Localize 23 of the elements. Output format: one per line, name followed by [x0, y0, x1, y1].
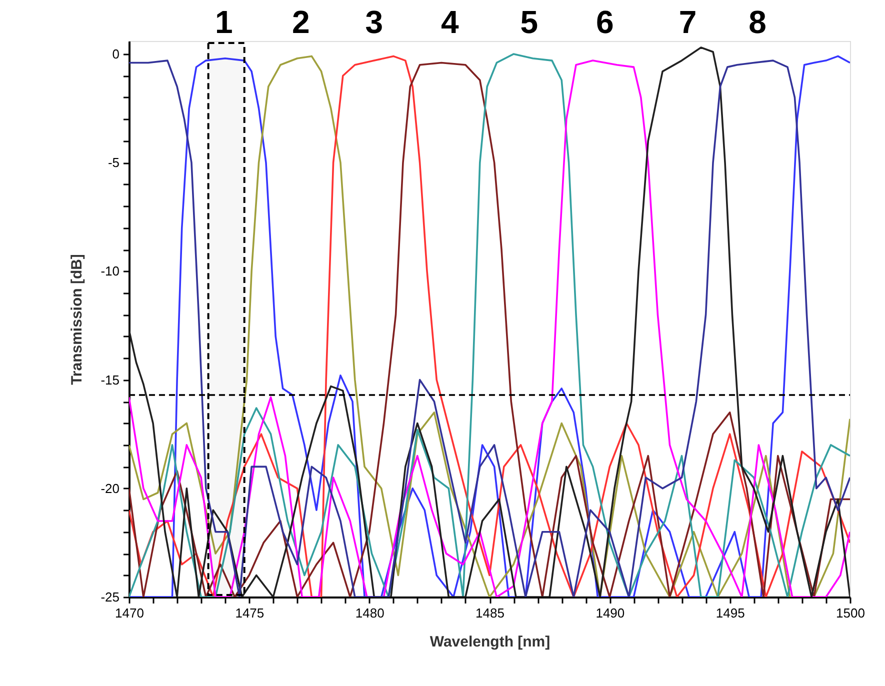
y-tick-label: -5 — [108, 155, 120, 170]
text: 6 — [596, 4, 614, 40]
x-tick-label: 1475 — [235, 606, 264, 620]
x-tick-label: 1480 — [355, 606, 384, 620]
text: 1 — [215, 4, 233, 40]
text: 4 — [440, 4, 459, 40]
x-tick-label: 1490 — [596, 606, 625, 620]
y-tick-label: 0 — [112, 46, 120, 62]
y-axis-title: Transmission [dB] — [68, 254, 86, 385]
y-tick-label: -20 — [100, 480, 120, 496]
y-tick-label: -25 — [100, 590, 120, 604]
text: 8 — [748, 4, 766, 40]
x-tick-label: 1470 — [115, 606, 144, 620]
text: 5 — [520, 4, 538, 40]
y-tick-label: -15 — [100, 372, 120, 388]
text: 2 — [292, 4, 310, 40]
x-tick-label: 1500 — [836, 606, 865, 620]
x-tick-label: 1495 — [716, 606, 745, 620]
y-tick-label: -10 — [100, 264, 120, 279]
text: 7 — [678, 4, 697, 40]
x-axis-title: Wavelength [nm] — [430, 634, 550, 650]
x-tick-label: 1485 — [476, 606, 504, 620]
text: 3 — [365, 4, 384, 40]
